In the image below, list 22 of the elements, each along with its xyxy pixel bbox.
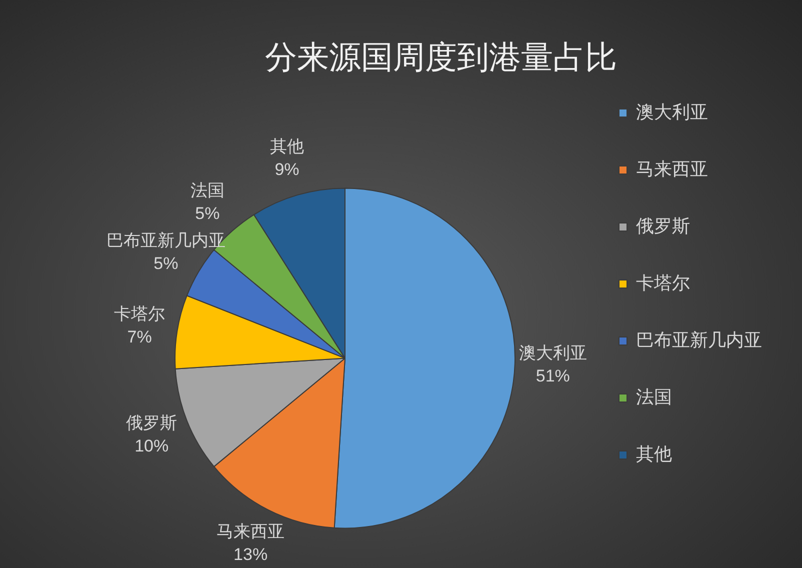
data-label: 51% xyxy=(536,366,570,386)
slice-label: 巴布亚新几内亚 xyxy=(106,231,226,250)
slice-label: 其他 xyxy=(270,137,304,156)
data-label: 10% xyxy=(134,436,169,456)
legend-label: 其他 xyxy=(636,444,672,464)
legend-label: 卡塔尔 xyxy=(636,272,690,293)
legend-label: 马来西亚 xyxy=(636,158,708,179)
data-label: 13% xyxy=(234,545,268,564)
slice-label: 卡塔尔 xyxy=(114,304,166,324)
legend-label: 澳大利亚 xyxy=(636,102,708,122)
slice-label: 澳大利亚 xyxy=(518,343,587,362)
chart-title: 分来源国周度到港量占比 xyxy=(265,39,617,76)
legend-label: 巴布亚新几内亚 xyxy=(636,330,762,350)
legend-label: 法国 xyxy=(636,386,672,407)
slice-label: 俄罗斯 xyxy=(126,413,178,432)
legend-label: 俄罗斯 xyxy=(636,216,690,236)
data-label: 5% xyxy=(195,204,220,223)
data-label: 9% xyxy=(274,160,300,180)
slice-label: 法国 xyxy=(190,180,224,200)
data-label: 5% xyxy=(154,254,178,274)
slice-label: 马来西亚 xyxy=(216,522,285,542)
data-label: 7% xyxy=(127,327,152,346)
